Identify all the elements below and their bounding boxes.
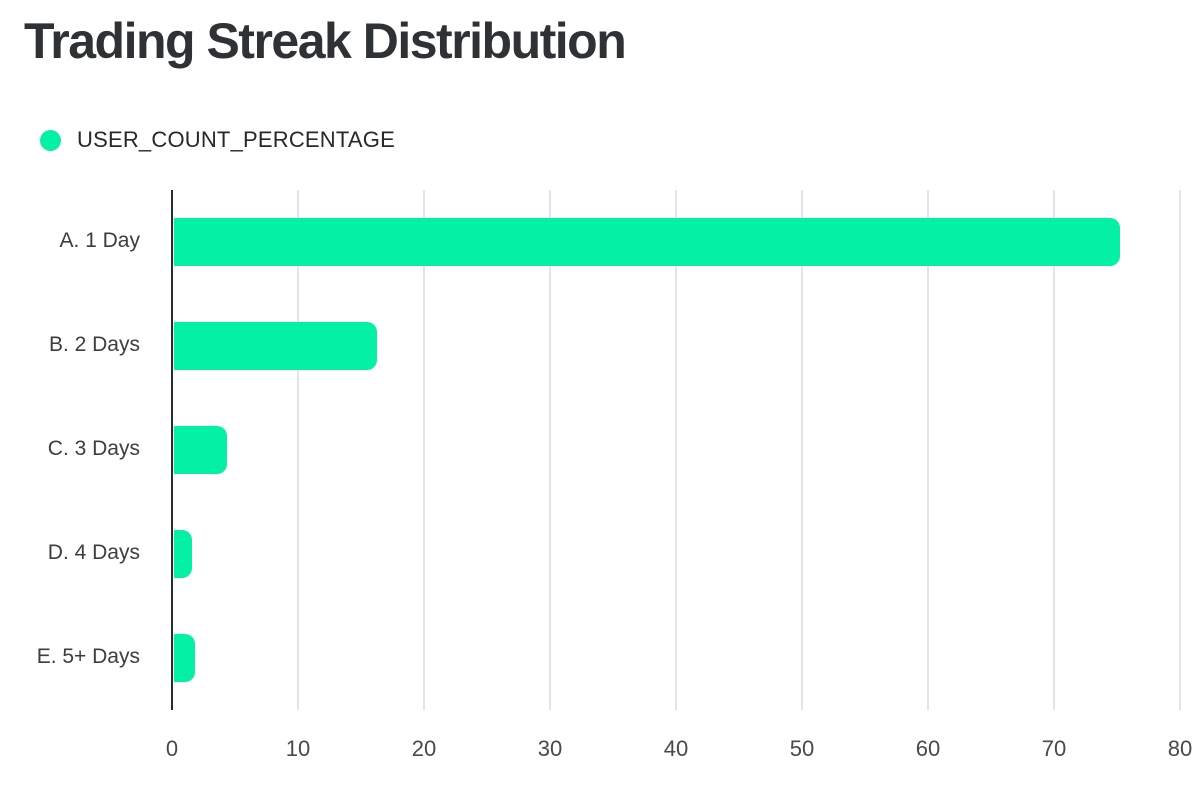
legend-item[interactable]: USER_COUNT_PERCENTAGE <box>40 127 395 153</box>
chart-title: Trading Streak Distribution <box>24 13 627 69</box>
gridline <box>927 190 929 710</box>
gridline <box>1053 190 1055 710</box>
x-tick-label: 0 <box>165 736 179 761</box>
x-tick-label: 50 <box>789 736 815 761</box>
gridline <box>549 190 551 710</box>
gridline <box>1179 190 1181 710</box>
y-axis-line <box>171 190 173 710</box>
legend-label: USER_COUNT_PERCENTAGE <box>77 127 395 152</box>
y-category-label: D. 4 Days <box>47 541 140 564</box>
x-tick-label: 10 <box>285 736 311 761</box>
y-category-label: C. 3 Days <box>47 437 140 460</box>
x-tick-label: 80 <box>1167 736 1193 761</box>
x-tick-label: 40 <box>663 736 689 761</box>
legend-swatch-icon <box>40 129 61 151</box>
x-tick-label: 20 <box>411 736 437 761</box>
x-tick-label: 30 <box>537 736 563 761</box>
bar[interactable] <box>174 218 1120 266</box>
x-tick-label: 60 <box>915 736 941 761</box>
gridline <box>675 190 677 710</box>
plot-area <box>171 190 1181 710</box>
y-category-label: A. 1 Day <box>59 229 140 252</box>
y-category-label: B. 2 Days <box>48 333 140 356</box>
bar[interactable] <box>174 530 193 578</box>
bar[interactable] <box>174 634 195 682</box>
gridline <box>297 190 299 710</box>
bar[interactable] <box>174 426 228 474</box>
gridline <box>423 190 425 710</box>
bar[interactable] <box>174 322 378 370</box>
x-tick-label: 70 <box>1041 736 1067 761</box>
y-category-label: E. 5+ Days <box>36 645 140 668</box>
gridline <box>801 190 803 710</box>
